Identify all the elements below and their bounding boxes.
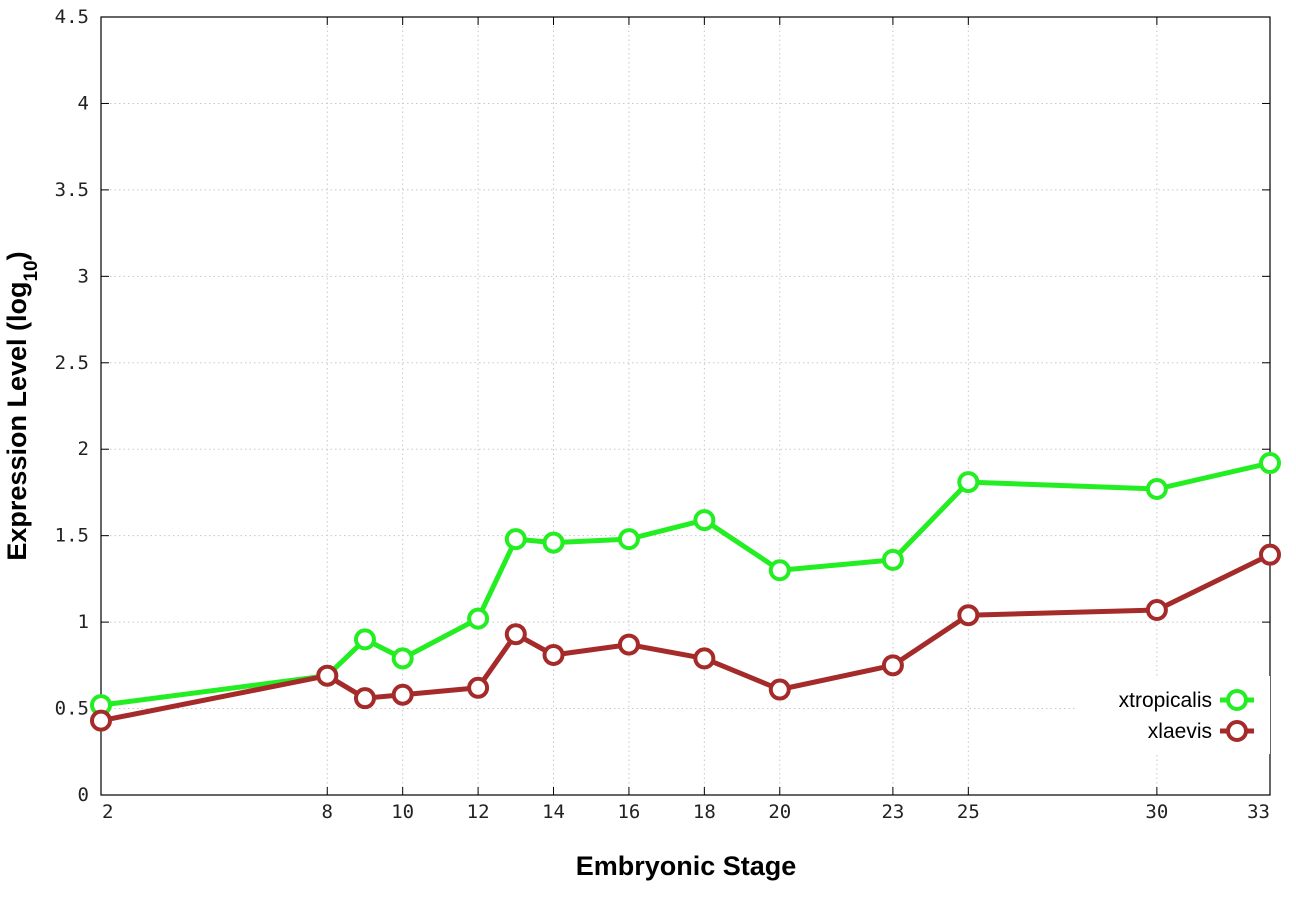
y-tick-label: 2.5 bbox=[55, 352, 89, 374]
series-line-xtropicalis bbox=[100, 460, 1271, 708]
y-tick-label: 1.5 bbox=[55, 525, 89, 547]
data-point-xtropicalis bbox=[957, 471, 980, 494]
data-point-xtropicalis bbox=[353, 628, 376, 651]
y-axis-title-sub: 10 bbox=[21, 260, 42, 281]
data-point-xlaevis bbox=[353, 687, 376, 710]
legend: xtropicalis xlaevis bbox=[1075, 676, 1270, 754]
legend-entry-xlaevis: xlaevis bbox=[1148, 720, 1254, 743]
x-tick-label: 14 bbox=[542, 801, 565, 823]
y-tick-label: 4 bbox=[78, 92, 89, 114]
x-tick-label: 10 bbox=[391, 801, 414, 823]
y-tick-label: 2 bbox=[78, 438, 89, 460]
legend-label: xlaevis bbox=[1148, 720, 1212, 743]
y-tick-label: 3 bbox=[78, 265, 89, 287]
data-point-xlaevis bbox=[542, 643, 565, 666]
legend-label: xtropicalis bbox=[1119, 689, 1212, 712]
x-axis-title: Embryonic Stage bbox=[576, 851, 797, 881]
series-xtropicalis bbox=[90, 452, 1281, 717]
series-layer bbox=[90, 452, 1281, 732]
data-point-xlaevis bbox=[90, 709, 112, 732]
x-tick-label: 12 bbox=[467, 801, 490, 823]
data-point-xtropicalis bbox=[693, 509, 716, 532]
x-tick-label: 25 bbox=[957, 801, 980, 823]
plot-frame bbox=[100, 16, 1271, 796]
data-point-xlaevis bbox=[1145, 599, 1168, 622]
data-point-xtropicalis bbox=[391, 647, 414, 670]
data-point-xlaevis bbox=[617, 633, 640, 656]
data-point-xtropicalis bbox=[617, 528, 640, 551]
y-axis-title-main: Expression Level (log bbox=[2, 282, 32, 561]
y-axis-title-close: ) bbox=[2, 251, 32, 260]
data-point-xtropicalis bbox=[881, 548, 904, 571]
x-tick-label: 2 bbox=[102, 801, 113, 823]
data-point-xlaevis bbox=[768, 678, 791, 701]
x-tick-label: 20 bbox=[768, 801, 791, 823]
x-tick-label: 23 bbox=[881, 801, 904, 823]
x-tick-label: 8 bbox=[322, 801, 333, 823]
axis-ticks: 0 0.5 1 1.5 2 2.5 3 3.5 4 4.5 2 8 10 12 14 16 18 20 23 25 30… bbox=[55, 6, 1271, 823]
data-point-xtropicalis bbox=[1259, 452, 1281, 475]
data-point-xtropicalis bbox=[504, 528, 527, 551]
legend-marker-swatch bbox=[1226, 689, 1248, 711]
x-tick-label: 30 bbox=[1145, 801, 1168, 823]
y-tick-label: 4.5 bbox=[55, 6, 89, 28]
y-tick-label: 0.5 bbox=[55, 698, 89, 720]
x-tick-label: 16 bbox=[617, 801, 640, 823]
data-point-xlaevis bbox=[316, 664, 339, 687]
series-xlaevis bbox=[90, 543, 1281, 732]
data-point-xlaevis bbox=[881, 654, 904, 677]
data-point-xlaevis bbox=[504, 623, 527, 646]
y-tick-label: 1 bbox=[78, 611, 89, 633]
x-tick-label: 33 bbox=[1247, 801, 1270, 823]
data-point-xtropicalis bbox=[768, 559, 791, 582]
data-point-xtropicalis bbox=[1145, 477, 1168, 500]
y-tick-label: 3.5 bbox=[55, 179, 89, 201]
legend-marker-swatch bbox=[1226, 720, 1248, 742]
data-point-xtropicalis bbox=[467, 607, 490, 630]
data-point-xtropicalis bbox=[542, 531, 565, 554]
data-point-xlaevis bbox=[391, 683, 414, 706]
data-point-xlaevis bbox=[467, 676, 490, 699]
y-axis-title: Expression Level (log10) bbox=[2, 251, 42, 560]
legend-entry-xtropicalis: xtropicalis bbox=[1119, 689, 1254, 712]
data-point-xlaevis bbox=[1259, 543, 1281, 566]
data-point-xlaevis bbox=[957, 604, 980, 627]
x-tick-label: 18 bbox=[693, 801, 716, 823]
y-tick-label: 0 bbox=[78, 784, 89, 806]
data-point-xlaevis bbox=[693, 647, 716, 670]
